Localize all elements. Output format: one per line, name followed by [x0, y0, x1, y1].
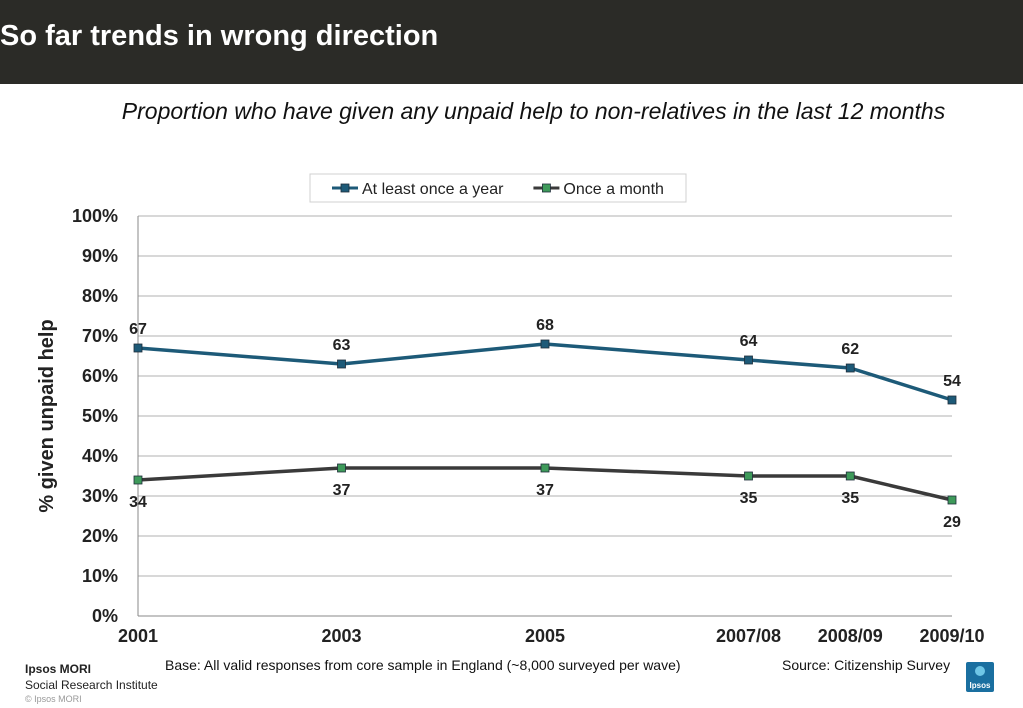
- logo-dot: [975, 666, 985, 676]
- data-label: 68: [536, 317, 554, 334]
- data-point: [337, 359, 346, 369]
- chart-subtitle: Proportion who have given any unpaid hel…: [121, 98, 946, 124]
- data-label: 35: [740, 490, 758, 507]
- y-tick-label: 10%: [82, 566, 118, 586]
- x-tick-label: 2007/08: [716, 626, 781, 646]
- y-tick-label: 90%: [82, 246, 118, 266]
- data-label: 35: [841, 490, 859, 507]
- x-tick-label: 2008/09: [818, 626, 883, 646]
- data-point: [947, 395, 957, 405]
- y-tick-label: 70%: [82, 326, 118, 346]
- y-tick-label: 100%: [72, 206, 118, 226]
- y-tick-label: 50%: [82, 406, 118, 426]
- brand-subtitle: Social Research Institute: [25, 678, 158, 692]
- data-label: 34: [129, 494, 147, 511]
- legend-box: [309, 173, 687, 203]
- data-point: [744, 355, 753, 365]
- base-note: Base: All valid responses from core samp…: [165, 657, 681, 673]
- series-line: [137, 342, 953, 402]
- series-line: [137, 466, 953, 502]
- data-point: [947, 495, 957, 505]
- legend-label: At least once a year: [362, 181, 504, 198]
- y-tick-label: 20%: [82, 526, 118, 546]
- x-tick-label: 2009/10: [919, 626, 984, 646]
- legend-swatch-marker: [542, 183, 551, 193]
- x-tick-label: 2001: [118, 626, 158, 646]
- data-label: 37: [333, 482, 351, 499]
- data-point: [133, 475, 143, 485]
- header-bar: [0, 0, 1023, 84]
- slide-title: So far trends in wrong direction: [0, 20, 439, 52]
- legend-label: Once a month: [563, 181, 664, 198]
- data-point: [845, 471, 855, 481]
- data-label: 29: [943, 514, 961, 531]
- legend-swatch-marker: [340, 183, 350, 193]
- data-point: [744, 471, 753, 481]
- source-note: Source: Citizenship Survey: [782, 657, 951, 673]
- data-point: [845, 363, 855, 373]
- data-label: 37: [536, 482, 554, 499]
- brand-name: Ipsos MORI: [25, 662, 92, 676]
- data-point: [540, 463, 550, 473]
- y-tick-label: 0%: [92, 606, 118, 626]
- y-tick-label: 30%: [82, 486, 118, 506]
- data-point: [540, 339, 550, 349]
- logo-text: Ipsos: [969, 681, 991, 690]
- y-tick-label: 40%: [82, 446, 118, 466]
- data-point: [337, 463, 346, 473]
- y-tick-label: 80%: [82, 286, 118, 306]
- data-label: 54: [943, 373, 961, 390]
- ipsos-logo-icon: Ipsos: [966, 662, 994, 692]
- data-point: [133, 343, 143, 353]
- x-tick-label: 2003: [321, 626, 361, 646]
- y-axis-title: % given unpaid help: [36, 319, 58, 512]
- data-label: 62: [841, 341, 859, 358]
- data-label: 63: [333, 337, 351, 354]
- data-label: 67: [129, 321, 147, 338]
- copyright: © Ipsos MORI: [25, 694, 82, 704]
- y-tick-label: 60%: [82, 366, 118, 386]
- x-tick-label: 2005: [525, 626, 565, 646]
- data-label: 64: [740, 333, 758, 350]
